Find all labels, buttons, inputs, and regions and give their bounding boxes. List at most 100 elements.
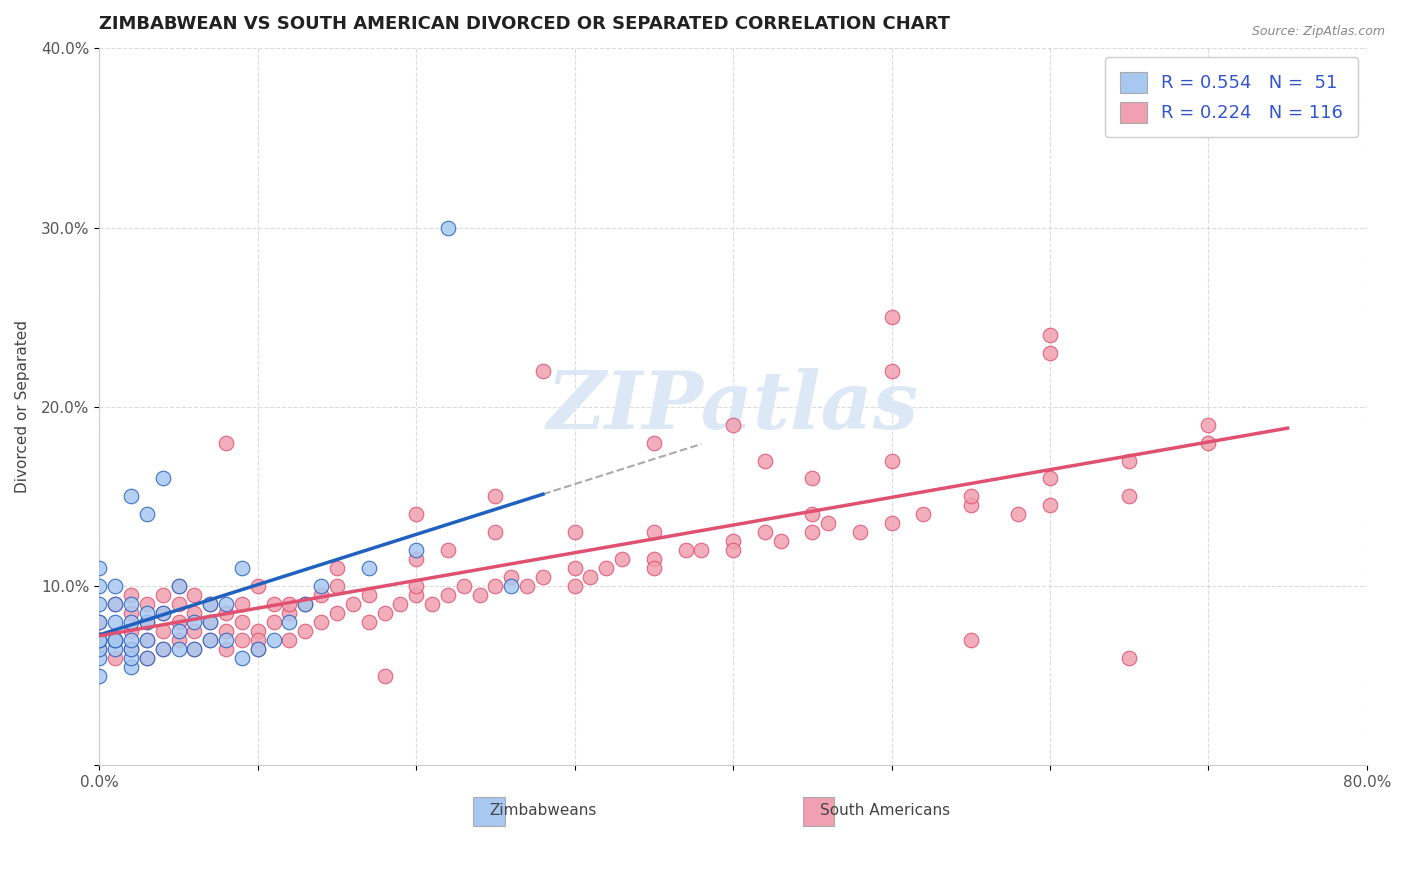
Point [437,543,460,558]
Point [849,525,872,540]
Point [1039,328,1062,343]
Point [200,632,222,647]
Point [183,606,205,620]
Point [152,588,174,602]
Point [104,641,127,656]
FancyBboxPatch shape [474,797,505,826]
Point [120,606,142,620]
Point [152,606,174,620]
Point [89,650,111,665]
Point [246,624,269,638]
Point [817,516,839,531]
Point [357,588,380,602]
Point [880,310,903,325]
Point [721,543,744,558]
Point [1118,489,1140,503]
Point [135,615,157,629]
Point [263,615,285,629]
Point [531,364,554,378]
Point [564,561,586,575]
Point [135,597,157,611]
Point [104,615,127,629]
Point [135,615,157,629]
Point [263,597,285,611]
Point [167,632,190,647]
Point [120,597,142,611]
Point [104,632,127,647]
Point [167,615,190,629]
Point [373,668,395,682]
Point [104,632,127,647]
Text: Zimbabweans: Zimbabweans [489,804,596,818]
Point [167,641,190,656]
Point [200,597,222,611]
Point [120,624,142,638]
Point [405,543,427,558]
Point [278,615,301,629]
Point [89,632,111,647]
Point [183,641,205,656]
Y-axis label: Divorced or Separated: Divorced or Separated [15,320,30,493]
Point [294,624,316,638]
Point [484,525,506,540]
Point [215,632,238,647]
Point [89,668,111,682]
Point [595,561,617,575]
Point [167,579,190,593]
Point [120,641,142,656]
Point [89,641,111,656]
Point [516,579,538,593]
Point [104,650,127,665]
Point [183,624,205,638]
Point [120,489,142,503]
Point [880,516,903,531]
Point [643,525,665,540]
Point [420,597,443,611]
Text: South Americans: South Americans [820,804,950,818]
Point [484,489,506,503]
Point [89,632,111,647]
Point [183,641,205,656]
Point [135,632,157,647]
Point [278,597,301,611]
Point [120,641,142,656]
Point [564,579,586,593]
Point [89,632,111,647]
Point [880,364,903,378]
Point [721,534,744,549]
Point [167,597,190,611]
Point [643,561,665,575]
Point [1039,346,1062,360]
Point [89,597,111,611]
Point [152,624,174,638]
Point [89,615,111,629]
Point [246,641,269,656]
Point [373,606,395,620]
Point [89,615,111,629]
Point [959,632,981,647]
Point [801,525,824,540]
Point [437,588,460,602]
Point [326,606,349,620]
Point [294,597,316,611]
Text: Source: ZipAtlas.com: Source: ZipAtlas.com [1251,25,1385,38]
Point [135,650,157,665]
FancyBboxPatch shape [803,797,835,826]
Point [152,641,174,656]
Legend: R = 0.554   N =  51, R = 0.224   N = 116: R = 0.554 N = 51, R = 0.224 N = 116 [1105,57,1358,137]
Point [231,632,253,647]
Point [1118,650,1140,665]
Point [1039,498,1062,512]
Point [246,632,269,647]
Point [801,508,824,522]
Point [357,561,380,575]
Point [643,552,665,566]
Point [215,641,238,656]
Point [309,579,332,593]
Point [564,525,586,540]
Point [501,570,523,584]
Point [912,508,935,522]
Point [215,435,238,450]
Point [231,650,253,665]
Point [437,220,460,235]
